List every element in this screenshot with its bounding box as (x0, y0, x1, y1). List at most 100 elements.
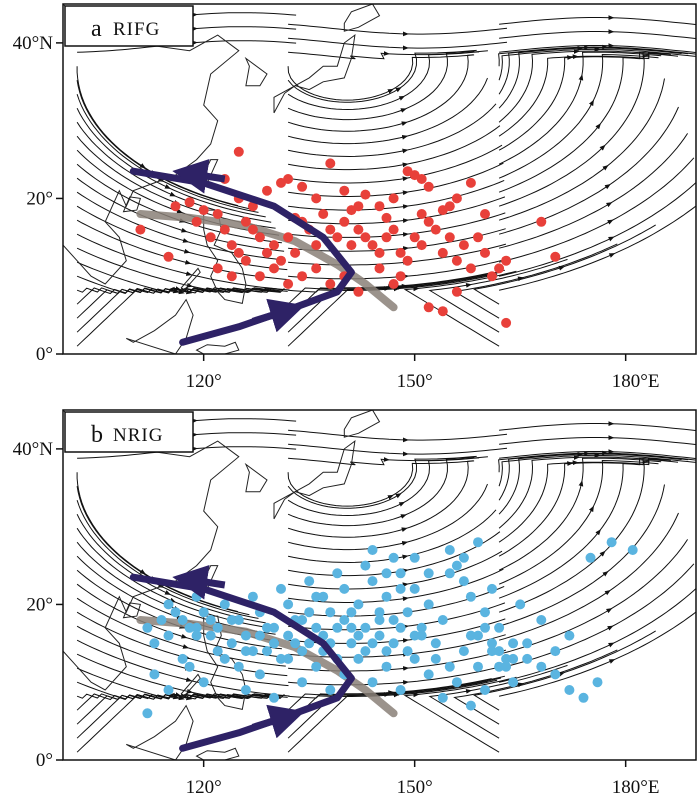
streamline (288, 568, 504, 603)
streamline (498, 457, 662, 571)
streamline (498, 46, 696, 67)
streamline (76, 639, 290, 697)
genesis-point (311, 622, 322, 633)
genesis-point (240, 255, 251, 266)
genesis-point (416, 174, 427, 184)
genesis-point (142, 622, 153, 633)
coastline (273, 33, 356, 114)
coastline (203, 615, 247, 710)
genesis-point (283, 653, 294, 664)
streamline (76, 693, 281, 700)
genesis-point (395, 568, 406, 579)
streamline (76, 121, 272, 223)
genesis-point (346, 205, 357, 216)
genesis-point (353, 599, 364, 610)
genesis-point (437, 247, 448, 258)
genesis-point (325, 685, 336, 695)
genesis-point (367, 240, 378, 251)
genesis-point (381, 646, 392, 657)
genesis-point (360, 232, 371, 243)
genesis-point (163, 630, 174, 641)
coastline (180, 267, 201, 293)
genesis-point (290, 638, 301, 649)
genesis-point (198, 205, 209, 216)
genesis-point (501, 653, 512, 664)
genesis-point (191, 216, 202, 227)
genesis-point (508, 677, 519, 688)
genesis-point (494, 661, 505, 672)
genesis-point (219, 224, 230, 235)
genesis-point (487, 646, 497, 657)
genesis-point (501, 255, 512, 266)
genesis-point (304, 576, 315, 587)
streamline (288, 443, 508, 455)
genesis-point (480, 622, 490, 633)
genesis-point (297, 271, 308, 282)
genesis-point (423, 568, 434, 579)
genesis-point (240, 685, 251, 695)
genesis-point (374, 263, 385, 274)
genesis-point (276, 583, 286, 594)
genesis-point (416, 622, 427, 633)
genesis-point (184, 661, 195, 672)
genesis-point (247, 646, 258, 657)
genesis-point (458, 576, 469, 587)
streamline (403, 676, 517, 753)
streamline (498, 456, 679, 529)
y-tick-label: 0° (36, 750, 53, 771)
genesis-point (381, 232, 392, 243)
x-tick-label: 180°E (612, 777, 660, 798)
genesis-point (564, 685, 575, 695)
genesis-point (465, 263, 476, 274)
coastline (195, 341, 240, 354)
genesis-point (388, 615, 399, 625)
genesis-point (254, 271, 265, 282)
genesis-point (325, 607, 336, 618)
streamline (498, 459, 659, 585)
coastline (244, 462, 268, 493)
x-tick-label: 180°E (612, 371, 660, 392)
genesis-point (233, 661, 244, 672)
streamline (76, 261, 285, 294)
genesis-point (409, 552, 420, 563)
y-tick-label: 40°N (13, 439, 54, 460)
genesis-point (332, 232, 343, 243)
streamline (287, 77, 488, 145)
genesis-point (149, 638, 160, 649)
genesis-point (184, 622, 195, 633)
map-panel-b: 120° 150° 180°E 40°N 20° 0° b NRIG (0, 398, 700, 798)
genesis-point (297, 181, 308, 192)
x-tick-label: 120° (186, 371, 222, 392)
streamline (499, 423, 696, 432)
streamline (499, 17, 696, 26)
streamline (498, 106, 679, 235)
genesis-point (367, 677, 378, 688)
genesis-point (501, 317, 512, 328)
genesis-point (269, 638, 279, 649)
genesis-point (254, 232, 265, 243)
genesis-point (339, 615, 350, 625)
panel-name: NRIG (113, 425, 163, 446)
panel-letter: b (91, 422, 103, 448)
genesis-point (269, 263, 279, 274)
genesis-point (283, 599, 294, 610)
genesis-point (458, 240, 469, 251)
genesis-point (297, 646, 308, 657)
genesis-point (423, 599, 434, 610)
streamline (76, 66, 239, 207)
genesis-point (430, 224, 441, 235)
genesis-point (501, 661, 512, 672)
genesis-point (487, 583, 497, 594)
track-arrow-east (251, 298, 305, 333)
genesis-point (163, 685, 174, 695)
genesis-point (177, 615, 188, 625)
streamline (287, 460, 474, 538)
genesis-point (283, 174, 294, 184)
streamline (498, 47, 682, 109)
streamline (498, 457, 671, 543)
genesis-point (508, 638, 519, 649)
genesis-point (346, 240, 357, 251)
genesis-point (353, 653, 364, 664)
streamline (287, 54, 474, 132)
coastline (203, 209, 247, 304)
